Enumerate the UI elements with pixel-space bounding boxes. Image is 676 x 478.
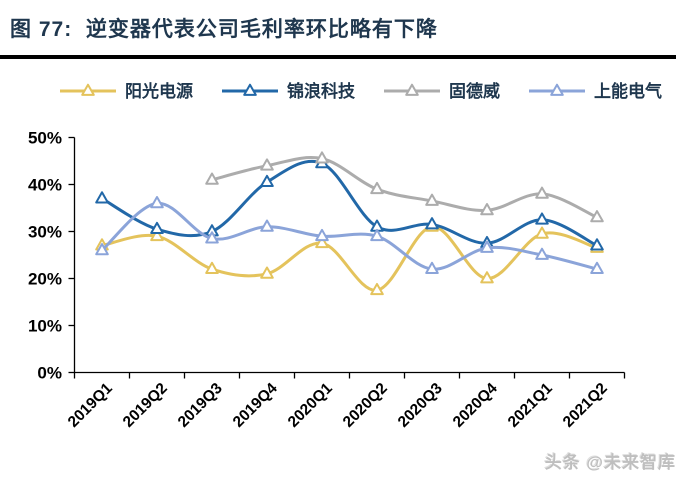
y-tick-label: 40% [28, 176, 62, 195]
series-line-0 [100, 225, 599, 292]
x-tick-label: 2019Q2 [120, 380, 171, 431]
x-tick-label: 2019Q4 [230, 380, 281, 431]
legend-marker-icon [529, 83, 585, 96]
series-marker-0 [205, 261, 219, 274]
chart-legend: 阳光电源 锦浪科技 固德威 上能电气 [60, 77, 662, 102]
series-line-1 [100, 159, 599, 248]
series-marker-1 [590, 238, 604, 251]
x-tick-label: 2020Q1 [285, 380, 336, 431]
legend-marker-icon [60, 83, 116, 96]
series-marker-1 [95, 191, 109, 204]
legend-marker-icon [222, 83, 278, 96]
x-tick-label: 2020Q2 [340, 380, 391, 431]
y-tick-label: 50% [28, 129, 62, 148]
series-marker-2 [260, 158, 274, 171]
legend-item-1: 锦浪科技 [222, 77, 355, 102]
series-marker-3 [590, 261, 604, 274]
series-marker-1 [535, 212, 549, 225]
legend-triangle [243, 83, 257, 96]
series-marker-3 [480, 240, 494, 253]
series-marker-2 [480, 203, 494, 216]
series-marker-3 [425, 261, 439, 274]
series-marker-3 [535, 247, 549, 260]
x-tick-label: 2021Q1 [505, 380, 556, 431]
series-marker-2 [205, 172, 219, 185]
series-marker-2 [590, 210, 604, 223]
legend-label: 上能电气 [594, 82, 662, 101]
legend-marker-icon [384, 83, 440, 96]
series-marker-3 [370, 228, 384, 242]
y-tick-label: 0% [37, 364, 62, 383]
legend-label: 锦浪科技 [287, 82, 355, 101]
legend-label: 固德威 [449, 82, 500, 101]
legend-triangle [550, 83, 564, 96]
y-tick-label: 10% [28, 317, 62, 336]
series-marker-0 [150, 228, 164, 242]
series-marker-1 [425, 217, 439, 230]
legend-triangle [81, 83, 95, 96]
series-marker-2 [425, 193, 439, 206]
y-tick-label: 30% [28, 223, 62, 242]
series-marker-0 [480, 271, 494, 284]
series-marker-0 [370, 282, 384, 296]
series-marker-0 [535, 226, 549, 239]
y-tick-label: 20% [28, 270, 62, 289]
series-line-2 [210, 156, 599, 219]
series-marker-3 [260, 219, 274, 232]
series-marker-2 [535, 186, 549, 199]
series-marker-2 [370, 181, 384, 195]
legend-label: 阳光电源 [125, 82, 193, 101]
title-divider [0, 55, 676, 59]
series-marker-1 [260, 174, 274, 188]
figure-title: 图 77: 逆变器代表公司毛利率环比略有下降 [10, 18, 438, 41]
x-tick-label: 2021Q2 [560, 380, 611, 431]
x-tick-label: 2020Q3 [395, 380, 446, 431]
series-marker-3 [150, 196, 164, 209]
legend-triangle [405, 83, 419, 96]
x-tick-label: 2019Q1 [65, 380, 116, 431]
legend-item-0: 阳光电源 [60, 77, 193, 102]
series-marker-3 [315, 228, 329, 242]
series-marker-0 [315, 235, 329, 249]
series-marker-2 [315, 151, 329, 164]
series-marker-3 [205, 231, 219, 244]
x-tick-label: 2020Q4 [450, 380, 501, 431]
x-tick-label: 2019Q3 [175, 380, 226, 431]
series-marker-0 [260, 266, 274, 279]
series-marker-1 [150, 221, 164, 235]
series-marker-3 [95, 243, 109, 256]
legend-item-2: 固德威 [384, 77, 500, 102]
legend-item-3: 上能电气 [529, 77, 662, 102]
watermark: 头条 @未来智库 [544, 453, 676, 472]
series-line-3 [100, 201, 599, 271]
